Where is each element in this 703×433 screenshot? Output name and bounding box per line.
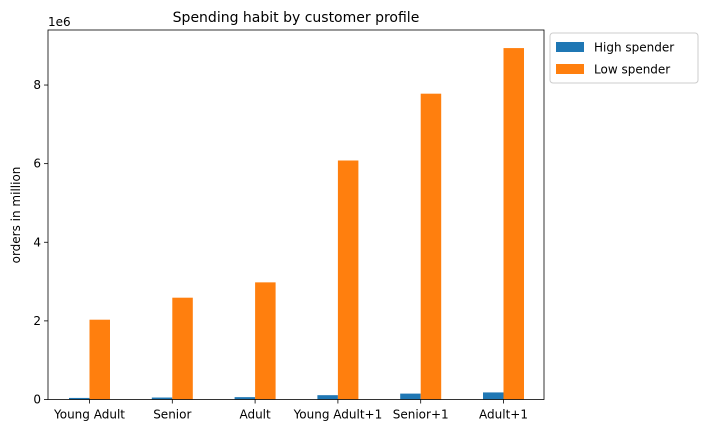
bar-high-spender-1 [69,397,90,400]
x-tick-label: Adult [239,408,271,422]
y-tick-label: 0 [33,393,41,407]
y-offset-label: 1e6 [48,15,71,29]
legend-label: Low spender [594,63,670,77]
bar-low-spender-2 [172,297,193,400]
plot-frame [47,29,545,400]
y-tick-label: 4 [33,235,41,249]
bar-low-spender-5 [420,93,442,400]
x-tick-label: Adult+1 [479,408,528,422]
x-tick-label: Senior [153,408,191,422]
x-tick-label: Young Adult+1 [293,408,383,422]
bar-high-spender-5 [400,393,421,400]
legend-label: High spender [594,41,674,55]
x-tick-label: Senior+1 [393,408,449,422]
bar-high-spender-2 [151,397,173,400]
chart-title: Spending habit by customer profile [173,10,420,26]
bar-low-spender-1 [89,319,110,400]
bar-low-spender-6 [503,48,524,400]
y-tick-label: 2 [33,314,41,328]
bar-high-spender-6 [483,392,504,400]
bar-low-spender-3 [255,282,276,400]
legend-box [549,32,699,84]
legend: High spender Low spender [549,32,699,84]
y-axis: 0 2 4 6 8 [33,78,48,407]
bars-group [69,48,524,400]
bar-low-spender-4 [337,160,359,400]
bar-high-spender-4 [317,395,338,400]
x-axis: Young Adult Senior Adult Young Adult+1 Senio… [53,399,528,422]
legend-swatch [556,42,584,52]
x-tick-label: Young Adult [53,408,125,422]
y-tick-label: 8 [33,78,41,92]
y-tick-label: 6 [33,157,41,171]
legend-swatch [556,64,584,74]
y-axis-label: orders in million [9,167,23,264]
bar-high-spender-3 [234,397,256,400]
